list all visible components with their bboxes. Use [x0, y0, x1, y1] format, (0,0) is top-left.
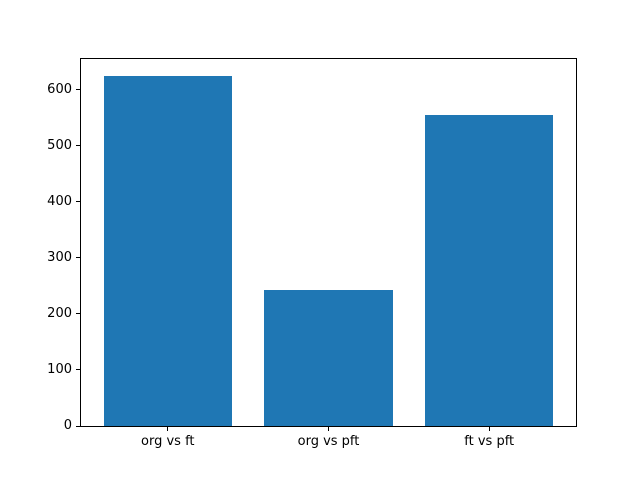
- x-tick-mark: [328, 427, 329, 431]
- x-tick-label-org-vs-ft: org vs ft: [141, 434, 195, 449]
- y-tick-mark: [76, 145, 80, 147]
- plot-area: [80, 58, 577, 427]
- y-tick-label: 300: [47, 249, 72, 265]
- bars-layer: [81, 59, 576, 426]
- y-tick-mark: [76, 369, 80, 371]
- y-tick-mark: [76, 257, 80, 259]
- y-tick-label: 500: [47, 137, 72, 153]
- x-tick-label-ft-vs-pft: ft vs pft: [464, 434, 515, 449]
- y-tick-label: 0: [63, 418, 72, 433]
- x-tick-label-org-vs-pft: org vs pft: [297, 434, 360, 449]
- bar-ft-vs-pft: [424, 115, 554, 426]
- y-tick-label: 400: [47, 193, 72, 209]
- bar-org-vs-pft: [264, 290, 393, 426]
- y-tick-mark: [76, 201, 80, 203]
- y-tick-label: 200: [47, 305, 72, 321]
- y-tick-label: 600: [47, 81, 72, 97]
- bar-org-vs-ft: [103, 76, 233, 426]
- y-tick-mark: [76, 89, 80, 91]
- x-tick-mark: [488, 427, 490, 431]
- x-tick-mark: [167, 427, 169, 431]
- y-tick-mark: [76, 425, 80, 427]
- y-tick-label: 100: [47, 361, 72, 377]
- y-tick-mark: [76, 313, 80, 315]
